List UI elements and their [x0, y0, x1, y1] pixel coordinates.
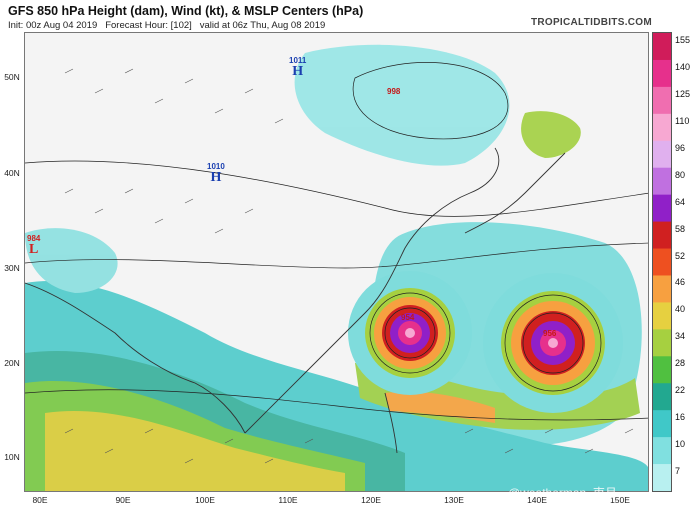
- lat-label-30: 30N: [4, 263, 20, 273]
- lon-label-90: 90E: [115, 495, 131, 505]
- colorbar-label: 64: [675, 196, 686, 207]
- colorbar-segment: [653, 248, 671, 276]
- weather-map: 1011 H 1010 H 984 L 998 954 956: [24, 32, 649, 492]
- colorbar-segment: [653, 383, 671, 411]
- brand-label: TROPICALTIDBITS.COM: [530, 17, 652, 28]
- lon-label-110: 110E: [278, 495, 298, 505]
- colorbar-label: 16: [675, 412, 686, 423]
- high-center-1: 1011 H: [289, 57, 306, 79]
- high-letter: H: [210, 170, 222, 185]
- high-value: 1011: [289, 56, 307, 65]
- high-center-2: 1010 H: [207, 163, 225, 185]
- lat-label-20: 20N: [4, 358, 20, 368]
- colorbar-graphic: [653, 33, 671, 491]
- low-center-1: 984 L: [27, 235, 40, 257]
- lat-label-10: 10N: [4, 452, 20, 462]
- colorbar-label: 96: [675, 142, 686, 153]
- colorbar-label: 46: [675, 277, 686, 288]
- colorbar-label: 110: [675, 115, 690, 126]
- height-contours: [25, 62, 648, 421]
- low-value: 984: [27, 234, 41, 243]
- map-subtitle: Init: 00z Aug 04 2019 Forecast Hour: [10…: [8, 20, 325, 31]
- watermark: @weatherman_東月: [508, 486, 617, 500]
- lon-label-130: 130E: [444, 495, 464, 505]
- colorbar-label: 10: [675, 439, 686, 450]
- map-graphic: [25, 33, 648, 491]
- map-title: GFS 850 hPa Height (dam), Wind (kt), & M…: [8, 4, 364, 18]
- colorbar-segment: [653, 140, 671, 169]
- colorbar-label: 125: [675, 88, 690, 99]
- colorbar-segment: [653, 86, 671, 115]
- colorbar: [652, 32, 672, 492]
- colorbar-label: 155: [675, 35, 690, 45]
- pressure-value-998: 998: [387, 87, 401, 96]
- colorbar-label: 58: [675, 223, 686, 234]
- pressure-value-954: 954: [401, 313, 415, 322]
- colorbar-segment: [653, 437, 671, 465]
- wind-barbs: [64, 68, 634, 464]
- init-time: Init: 00z Aug 04 2019: [8, 20, 98, 31]
- colorbar-label: 80: [675, 169, 686, 180]
- colorbar-label: 34: [675, 331, 686, 342]
- colorbar-label: 28: [675, 358, 686, 369]
- colorbar-label: 22: [675, 385, 686, 396]
- lon-label-140: 140E: [527, 495, 547, 505]
- colorbar-segment: [653, 275, 671, 303]
- forecast-hour: Forecast Hour: [102]: [105, 20, 192, 31]
- lon-label-150: 150E: [610, 495, 630, 505]
- colorbar-segment: [653, 356, 671, 384]
- colorbar-segment: [653, 221, 671, 250]
- lat-label-40: 40N: [4, 168, 20, 178]
- typhoon-west: [348, 271, 472, 395]
- lat-label-50: 50N: [4, 72, 20, 82]
- colorbar-segment: [653, 33, 671, 61]
- low-letter: L: [29, 242, 39, 257]
- colorbar-segment: [653, 410, 671, 438]
- colorbar-label: 40: [675, 304, 686, 315]
- colorbar-segment: [653, 113, 671, 142]
- typhoon-east: [483, 273, 623, 413]
- colorbar-segment: [653, 302, 671, 330]
- colorbar-segment: [653, 464, 671, 491]
- pressure-value-956: 956: [543, 329, 557, 338]
- colorbar-label: 140: [675, 61, 690, 72]
- coastlines: [25, 147, 566, 454]
- colorbar-segment: [653, 167, 671, 196]
- valid-time: valid at 06z Thu, Aug 08 2019: [199, 20, 326, 31]
- lon-label-120: 120E: [361, 495, 381, 505]
- colorbar-segment: [653, 59, 671, 88]
- high-value: 1010: [207, 162, 225, 171]
- colorbar-segment: [653, 194, 671, 223]
- high-letter: H: [292, 64, 304, 79]
- lon-label-80: 80E: [32, 495, 48, 505]
- colorbar-label: 52: [675, 250, 686, 261]
- colorbar-label: 7: [675, 466, 681, 477]
- lon-label-100: 100E: [195, 495, 215, 505]
- colorbar-segment: [653, 329, 671, 357]
